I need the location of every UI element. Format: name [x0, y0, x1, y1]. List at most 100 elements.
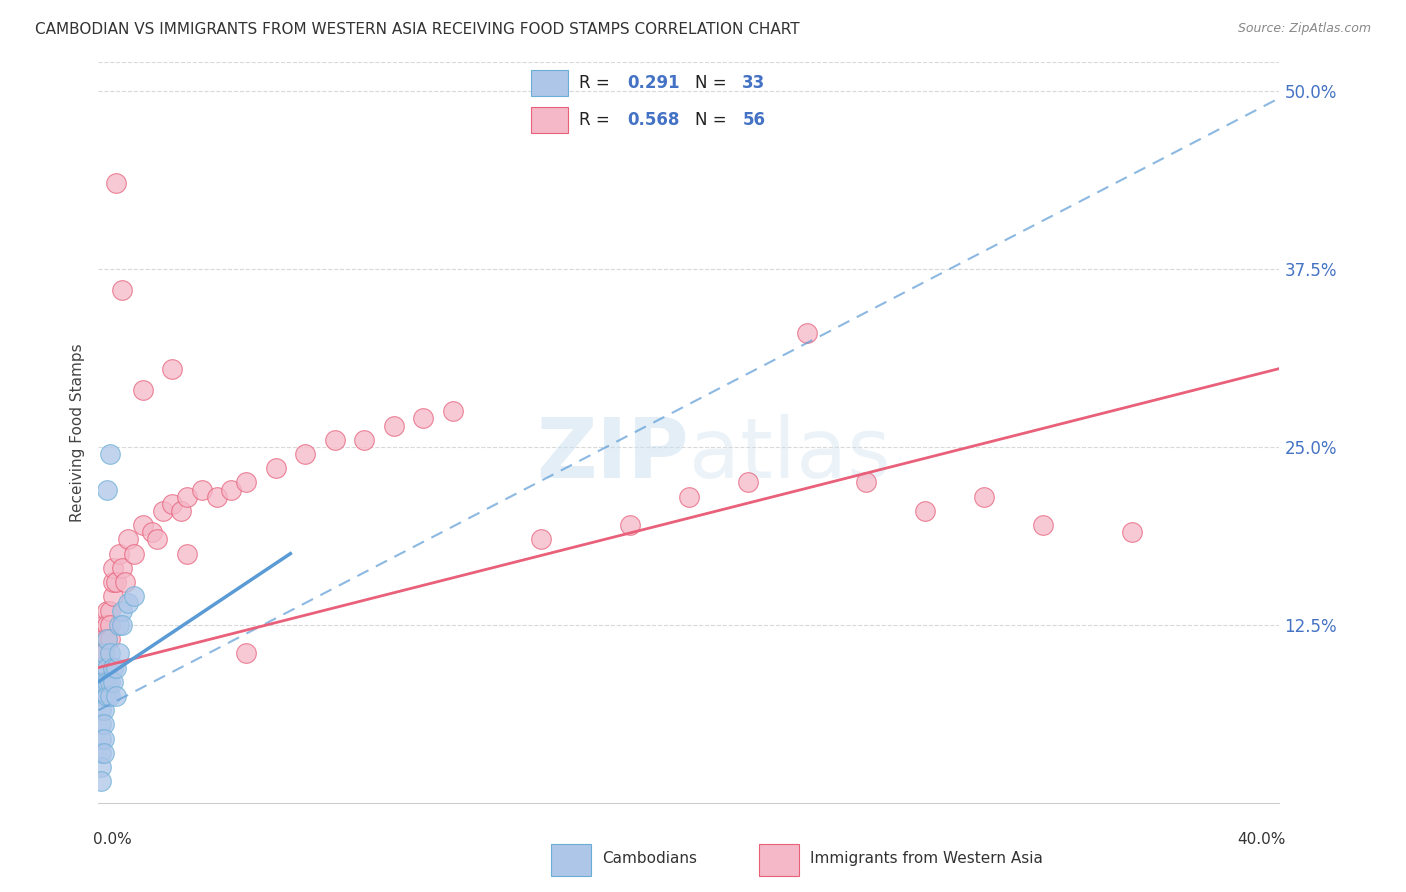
Point: [382, 418, 405, 433]
Bar: [551, 844, 591, 876]
Text: CAMBODIAN VS IMMIGRANTS FROM WESTERN ASIA RECEIVING FOOD STAMPS CORRELATION CHAR: CAMBODIAN VS IMMIGRANTS FROM WESTERN ASI…: [35, 22, 800, 37]
Point: [90, 760, 112, 774]
Point: [678, 490, 700, 504]
Point: [90, 660, 112, 674]
Point: [103, 590, 125, 604]
Point: [323, 433, 346, 447]
Bar: [759, 844, 799, 876]
Point: [162, 497, 183, 511]
Text: 0.0%: 0.0%: [93, 831, 131, 847]
Point: [90, 660, 112, 674]
Point: [90, 689, 112, 703]
Point: [98, 632, 121, 646]
Point: [1121, 525, 1143, 540]
Point: [90, 717, 112, 731]
Point: [96, 632, 118, 646]
Point: [90, 731, 112, 746]
Point: [235, 646, 257, 660]
Point: [141, 525, 163, 540]
Text: R =: R =: [579, 112, 616, 129]
Point: [96, 604, 118, 618]
Bar: [531, 107, 568, 133]
Point: [146, 533, 169, 547]
Point: [90, 632, 112, 646]
Point: [105, 575, 128, 590]
Point: [796, 326, 818, 340]
Point: [170, 504, 193, 518]
Point: [914, 504, 936, 518]
Point: [122, 590, 145, 604]
Text: Immigrants from Western Asia: Immigrants from Western Asia: [810, 851, 1043, 866]
Point: [132, 383, 155, 397]
Point: [96, 689, 118, 703]
Point: [111, 617, 134, 632]
Point: [93, 646, 115, 660]
Point: [96, 660, 118, 674]
Point: [93, 632, 115, 646]
Point: [412, 411, 434, 425]
Point: [530, 533, 553, 547]
Text: Source: ZipAtlas.com: Source: ZipAtlas.com: [1237, 22, 1371, 36]
Point: [353, 433, 375, 447]
Point: [93, 617, 115, 632]
Text: 40.0%: 40.0%: [1237, 831, 1285, 847]
Point: [108, 617, 131, 632]
Point: [96, 632, 118, 646]
Point: [103, 561, 125, 575]
Point: [441, 404, 464, 418]
Point: [98, 674, 121, 689]
Bar: [531, 70, 568, 96]
Point: [264, 461, 287, 475]
Point: [1032, 518, 1054, 533]
Point: [98, 447, 121, 461]
Point: [93, 646, 115, 660]
Point: [90, 646, 112, 660]
Point: [103, 674, 125, 689]
Text: 33: 33: [742, 74, 766, 92]
Point: [111, 604, 134, 618]
Point: [294, 447, 316, 461]
Point: [98, 646, 121, 660]
Point: [93, 703, 115, 717]
Point: [90, 774, 112, 789]
Point: [737, 475, 759, 490]
Point: [176, 490, 198, 504]
Text: ZIP: ZIP: [537, 414, 689, 495]
Point: [90, 674, 112, 689]
Point: [111, 283, 134, 297]
Point: [114, 575, 136, 590]
Point: [108, 646, 131, 660]
Point: [103, 660, 125, 674]
Point: [235, 475, 257, 490]
Text: 56: 56: [742, 112, 765, 129]
Text: 0.568: 0.568: [627, 112, 679, 129]
Point: [93, 746, 115, 760]
Point: [90, 703, 112, 717]
Point: [117, 597, 139, 611]
Point: [221, 483, 243, 497]
Text: atlas: atlas: [689, 414, 890, 495]
Point: [205, 490, 228, 504]
Point: [96, 483, 118, 497]
Point: [152, 504, 174, 518]
Point: [93, 731, 115, 746]
Point: [122, 547, 145, 561]
Point: [191, 483, 214, 497]
Point: [96, 617, 118, 632]
Text: 0.291: 0.291: [627, 74, 679, 92]
Text: Cambodians: Cambodians: [602, 851, 697, 866]
Point: [98, 604, 121, 618]
Point: [98, 689, 121, 703]
Point: [162, 361, 183, 376]
Point: [90, 746, 112, 760]
Point: [96, 674, 118, 689]
Point: [108, 547, 131, 561]
Y-axis label: Receiving Food Stamps: Receiving Food Stamps: [69, 343, 84, 522]
Point: [132, 518, 155, 533]
Point: [105, 660, 128, 674]
Point: [105, 689, 128, 703]
Point: [855, 475, 877, 490]
Point: [98, 617, 121, 632]
Point: [93, 674, 115, 689]
Text: N =: N =: [695, 74, 731, 92]
